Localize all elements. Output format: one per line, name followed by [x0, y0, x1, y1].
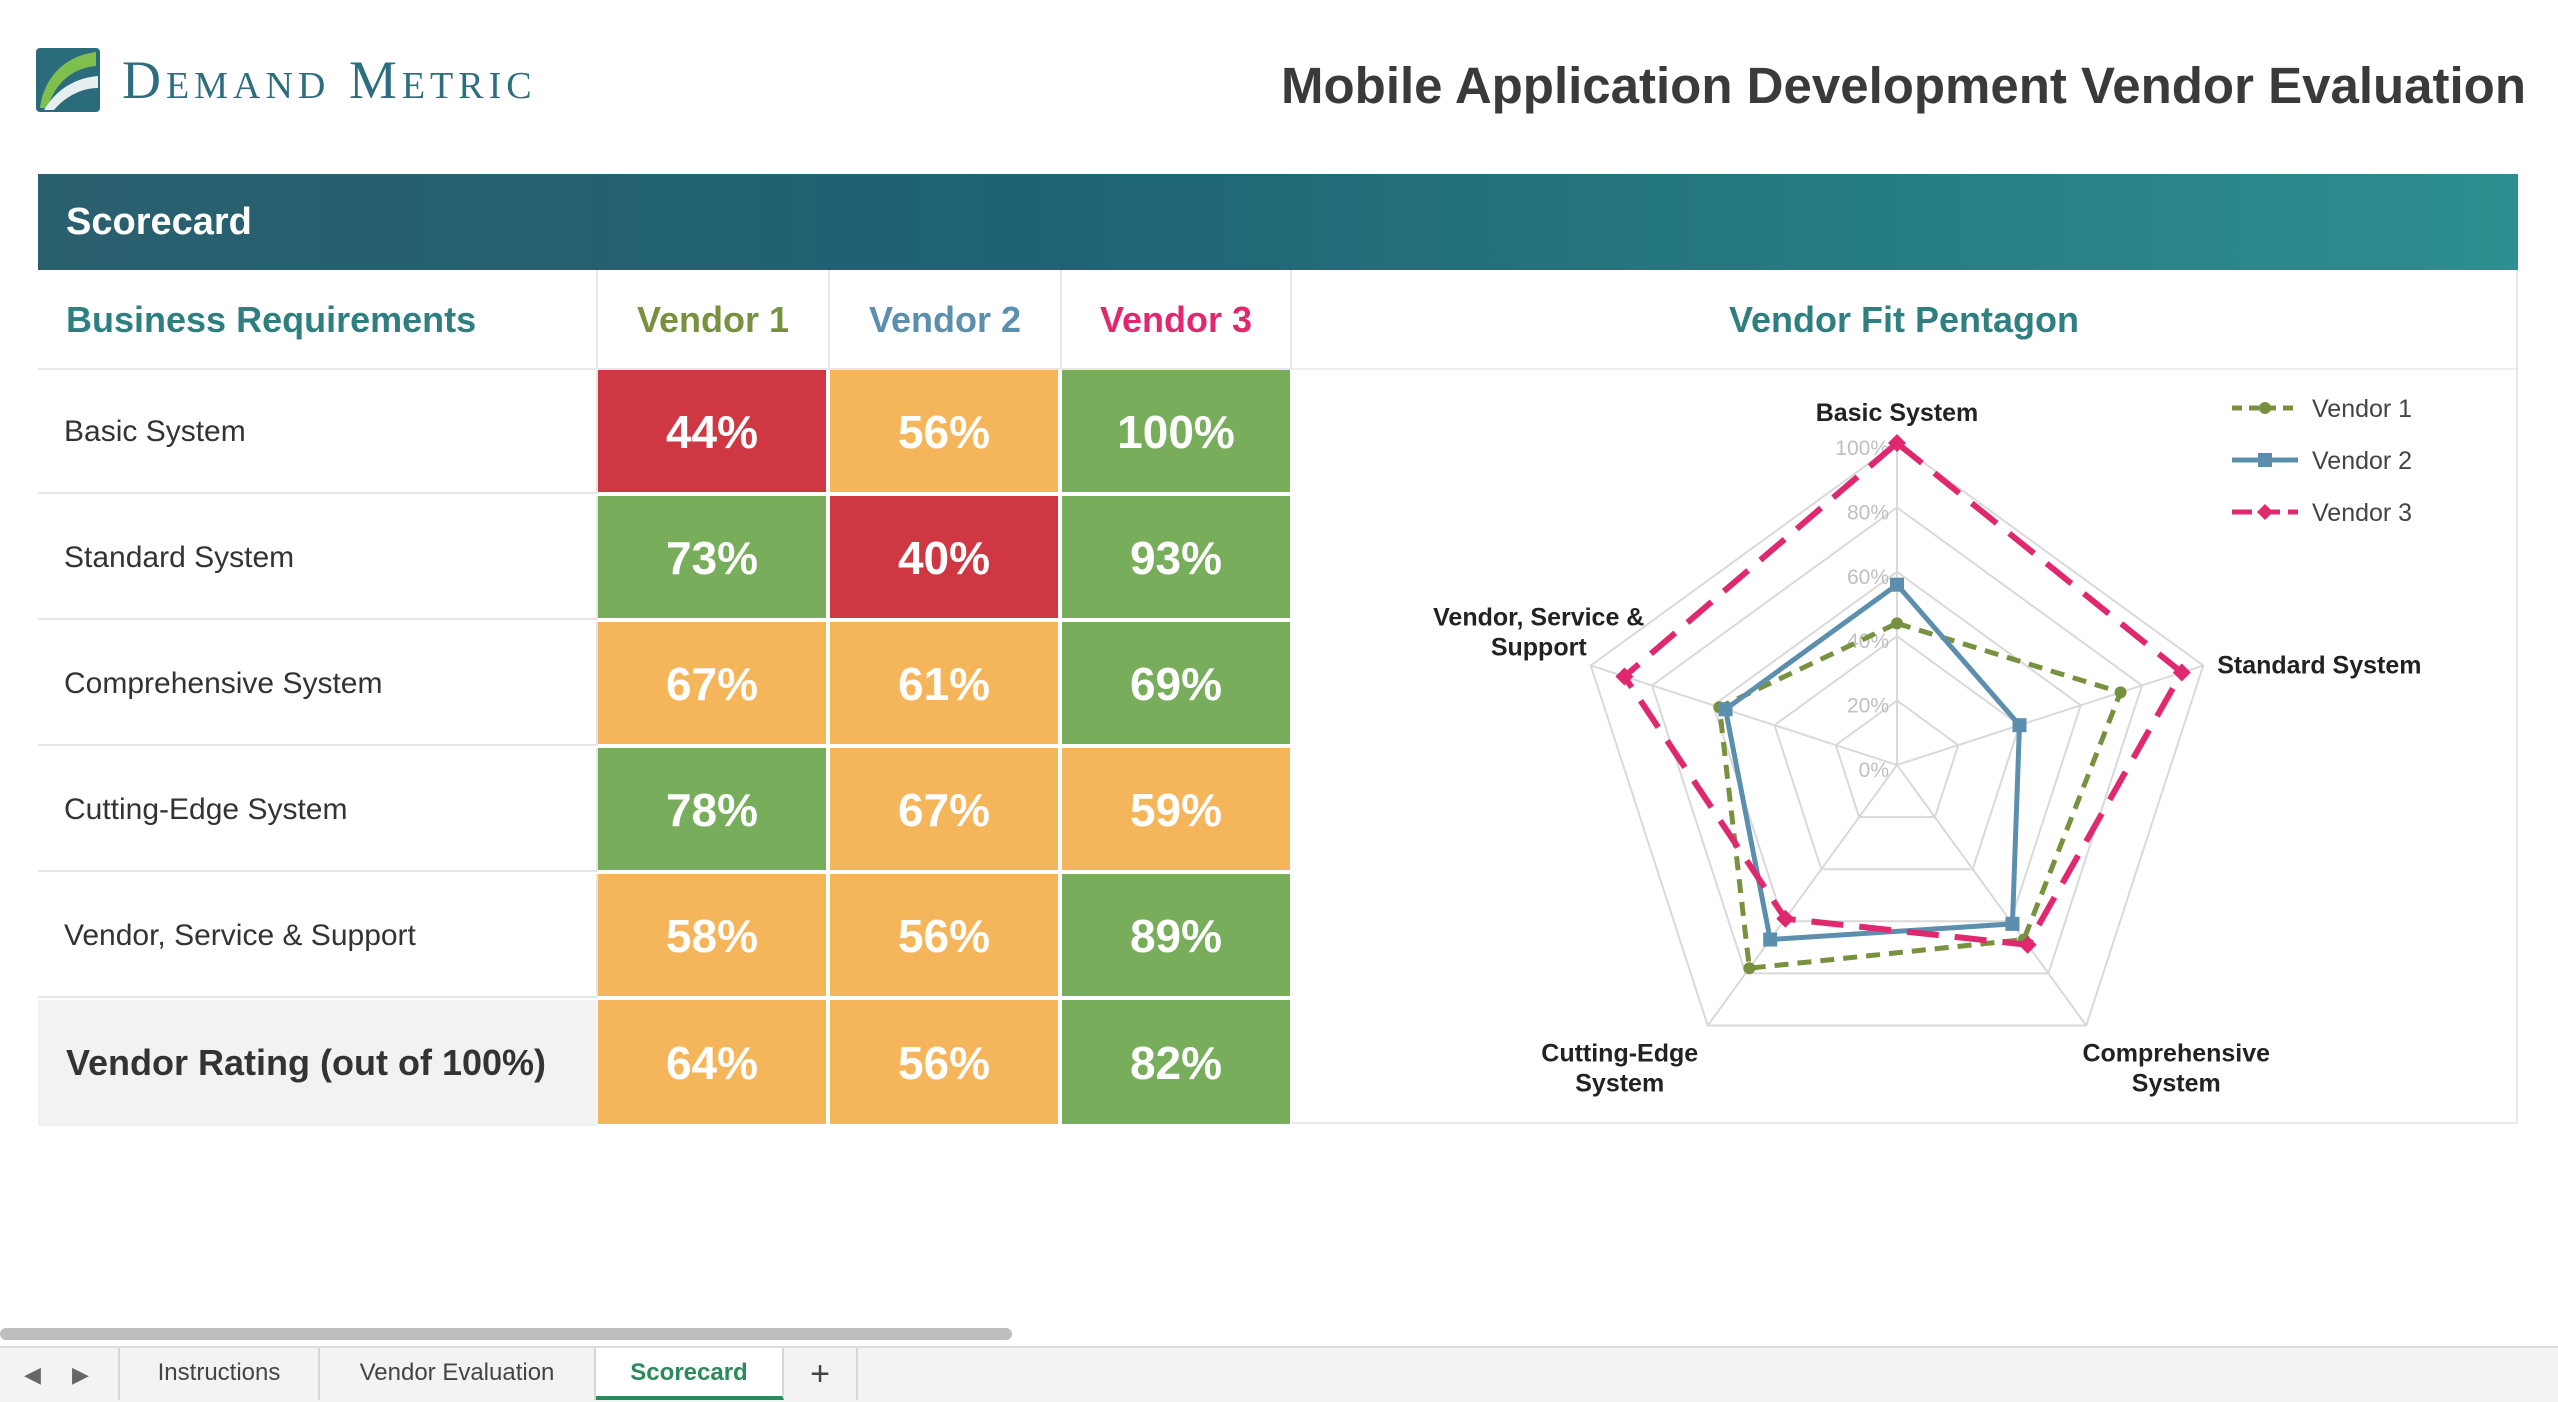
tick-label-3: 60%: [1847, 566, 1889, 589]
rating-v2[interactable]: 56%: [830, 1000, 1060, 1126]
page-title: Mobile Application Development Vendor Ev…: [1281, 57, 2526, 114]
tab-vendor-evaluation[interactable]: Vendor Evaluation: [320, 1348, 596, 1400]
header-business-requirements: Business Requirements: [38, 270, 598, 370]
logo-text: Demand Metric: [122, 50, 537, 110]
cell-comprehensive-v3[interactable]: 69%: [1062, 622, 1292, 746]
tab-next-icon[interactable]: ▶: [72, 1362, 89, 1387]
chart-title: Vendor Fit Pentagon: [1292, 270, 2516, 370]
logo: Demand Metric: [36, 48, 537, 112]
tick-label-0: 0%: [1859, 759, 1889, 782]
legend-marker-2: [2258, 453, 2272, 467]
tab-prev-icon[interactable]: ◀: [24, 1362, 41, 1387]
series-3-point-4: [1615, 667, 1634, 686]
cell-vendor-service-v1[interactable]: 58%: [598, 874, 828, 998]
cell-standard-v1[interactable]: 73%: [598, 496, 828, 620]
series-1-point-3: [1743, 962, 1756, 975]
axis-spoke-2: [1896, 764, 2088, 1027]
grid-ring-2: [1773, 634, 2021, 871]
rating-v3[interactable]: 82%: [1062, 1000, 1292, 1126]
vendor-fit-pentagon-chart: Vendor Fit Pentagon 0% 20% 40% 60% 80% 100% Ba…: [1292, 270, 2518, 1124]
series-2-point-3: [1763, 932, 1778, 947]
axis-label-3: Cutting-Edge System: [1541, 1040, 1698, 1098]
cell-standard-v2[interactable]: 40%: [830, 496, 1060, 620]
cell-basic-v3[interactable]: 100%: [1062, 370, 1292, 494]
grid-ring-5: [1589, 441, 2205, 1027]
cell-basic-v1[interactable]: 44%: [598, 370, 828, 494]
grid-ring-4: [1650, 506, 2144, 975]
tab-scorecard[interactable]: Scorecard: [596, 1348, 784, 1400]
legend-label-2: Vendor 2: [2312, 447, 2412, 475]
add-sheet-button[interactable]: +: [784, 1348, 858, 1400]
series-2-point-2: [2005, 916, 2020, 931]
series-1-point-1: [2114, 686, 2127, 699]
cell-basic-v2[interactable]: 56%: [830, 370, 1060, 494]
series-3-point-0: [1888, 434, 1906, 452]
radar-chart-svg: 0% 20% 40% 60% 80% 100% Basic System Standard S…: [1433, 395, 2421, 1098]
axis-spoke-3: [1706, 764, 1898, 1027]
vendor-rating-label: Vendor Rating (out of 100%): [38, 1000, 598, 1126]
row-label-vendor-service-support: Vendor, Service & Support: [38, 874, 598, 998]
series-2-point-1: [2012, 718, 2027, 733]
cell-comprehensive-v2[interactable]: 61%: [830, 622, 1060, 746]
header-vendor-1: Vendor 1: [598, 270, 830, 370]
legend-label-1: Vendor 1: [2312, 395, 2412, 423]
tick-label-5: 100%: [1835, 437, 1889, 460]
series-3-point-1: [2172, 663, 2191, 682]
header-vendor-3: Vendor 3: [1062, 270, 1292, 370]
cell-vendor-service-v2[interactable]: 56%: [830, 874, 1060, 998]
legend-label-3: Vendor 3: [2312, 499, 2412, 527]
row-label-cutting-edge-system: Cutting-Edge System: [38, 748, 598, 872]
series-2-point-4: [1718, 702, 1733, 717]
cell-cutting-edge-v3[interactable]: 59%: [1062, 748, 1292, 872]
cell-cutting-edge-v1[interactable]: 78%: [598, 748, 828, 872]
tick-label-4: 80%: [1847, 501, 1889, 524]
axis-label-1: Standard System: [2217, 651, 2421, 679]
cell-cutting-edge-v2[interactable]: 67%: [830, 748, 1060, 872]
header-vendor-2: Vendor 2: [830, 270, 1062, 370]
rating-v1[interactable]: 64%: [598, 1000, 828, 1126]
axis-label-4: Vendor, Service & Support: [1433, 603, 1644, 661]
tick-label-2: 40%: [1847, 630, 1889, 653]
cell-comprehensive-v1[interactable]: 67%: [598, 622, 828, 746]
series-3-point-3: [1776, 909, 1795, 928]
axis-label-2: Comprehensive System: [2082, 1040, 2270, 1098]
cell-vendor-service-v3[interactable]: 89%: [1062, 874, 1292, 998]
grid-ring-3: [1712, 570, 2082, 923]
tick-label-1: 20%: [1847, 695, 1889, 718]
axis-label-0: Basic System: [1816, 399, 1979, 427]
row-label-basic-system: Basic System: [38, 370, 598, 494]
horizontal-scrollbar[interactable]: [0, 1328, 1012, 1340]
series-2-point-0: [1890, 577, 1904, 592]
legend-marker-3: [2257, 504, 2273, 520]
legend-marker-1: [2259, 402, 2271, 414]
grid-ring-1: [1834, 699, 1960, 819]
row-label-standard-system: Standard System: [38, 496, 598, 620]
axis-spoke-1: [1896, 664, 2204, 766]
series-line-2: [1722, 581, 2023, 943]
section-band: Scorecard: [38, 174, 2518, 270]
axis-spoke-4: [1590, 664, 1898, 766]
section-title: Scorecard: [66, 201, 252, 243]
cell-standard-v3[interactable]: 93%: [1062, 496, 1292, 620]
series-1-point-0: [1891, 617, 1903, 630]
series-3-point-2: [2018, 935, 2037, 954]
row-label-comprehensive-system: Comprehensive System: [38, 622, 598, 746]
series-line-3: [1620, 439, 2186, 948]
tab-instructions[interactable]: Instructions: [118, 1348, 320, 1400]
sheet-tab-bar: ◀ ▶ Instructions Vendor Evaluation Score…: [0, 1346, 2558, 1402]
demand-metric-logo-icon: [36, 48, 100, 112]
